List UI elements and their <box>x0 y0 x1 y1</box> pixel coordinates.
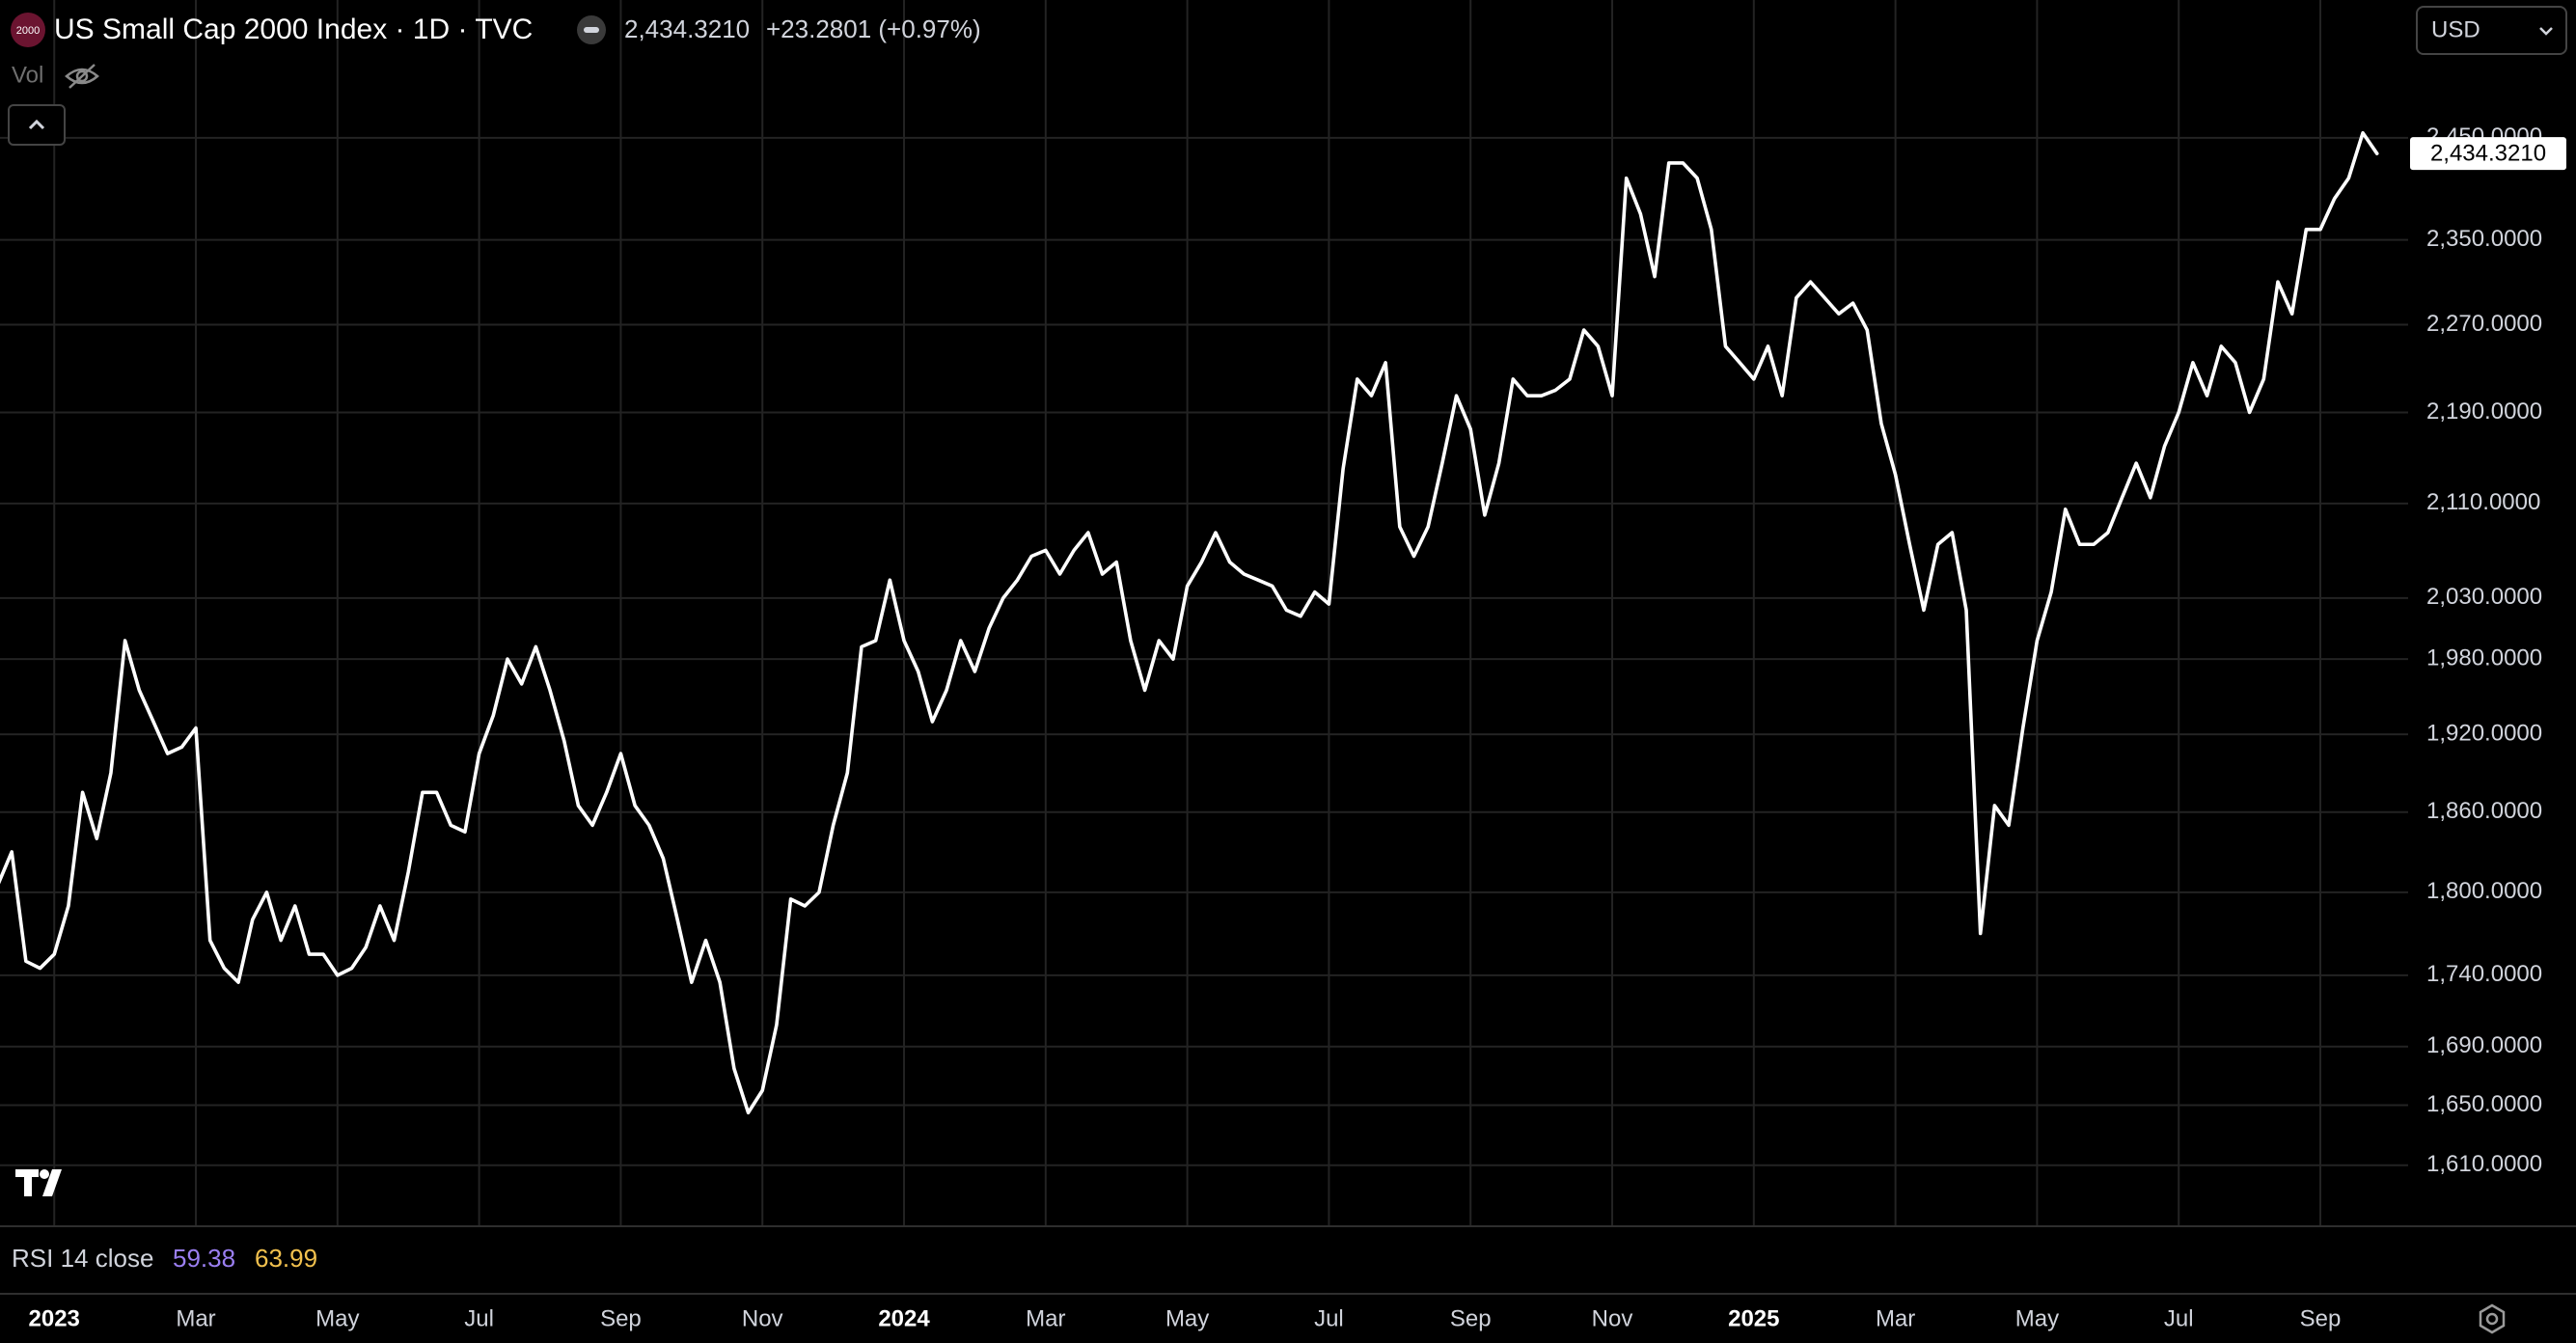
x-tick-label: Nov <box>1592 1305 1633 1331</box>
indicator-label[interactable]: RSI 14 close <box>12 1244 153 1273</box>
indicator-value: 63.99 <box>255 1244 317 1273</box>
x-tick-label: 2025 <box>1728 1305 1779 1331</box>
visibility-toggle[interactable] <box>65 64 99 89</box>
x-tick-label: Jul <box>2164 1305 2194 1331</box>
last-price-label: 2,434.3210 <box>2430 141 2546 167</box>
grid <box>0 0 2408 1225</box>
x-tick-label: Mar <box>1876 1305 1915 1331</box>
y-tick-label: 1,920.0000 <box>2426 721 2542 747</box>
header-price: 2,434.3210 <box>624 14 750 43</box>
x-tick-label: 2023 <box>29 1305 80 1331</box>
y-tick-label: 1,690.0000 <box>2426 1032 2542 1058</box>
y-tick-label: 1,980.0000 <box>2426 644 2542 671</box>
y-tick-label: 1,650.0000 <box>2426 1091 2542 1117</box>
y-tick-label: 2,190.0000 <box>2426 398 2542 425</box>
market-status-icon <box>584 27 599 33</box>
x-tick-label: Jul <box>1314 1305 1344 1331</box>
symbol-title[interactable]: US Small Cap 2000 Index · 1D · TVC <box>54 14 533 45</box>
header-change: +23.2801 (+0.97%) <box>766 14 981 43</box>
x-tick-label: Sep <box>1450 1305 1492 1331</box>
currency-chevron <box>2539 27 2553 36</box>
price-line <box>0 130 2379 1115</box>
x-tick-label: Nov <box>742 1305 783 1331</box>
axes: 1,610.0000 1,650.0000 1,690.0000 1,740.0000… <box>29 123 2566 1331</box>
volume-label[interactable]: Vol <box>12 62 43 88</box>
x-tick-label: May <box>2015 1305 2059 1331</box>
last-price-tag <box>2410 137 2566 171</box>
indicator-value: 59.38 <box>173 1244 235 1273</box>
collapse-button[interactable] <box>8 104 66 146</box>
y-tick-label: 1,800.0000 <box>2426 878 2542 904</box>
y-tick-label: 2,350.0000 <box>2426 226 2542 252</box>
symbol-badge-text: 2000 <box>16 25 40 37</box>
symbol-badge <box>11 13 45 47</box>
x-tick-label: 2024 <box>878 1305 930 1331</box>
logo[interactable] <box>15 1169 62 1196</box>
settings-button[interactable] <box>2479 1303 2506 1334</box>
x-tick-label: May <box>315 1305 359 1331</box>
x-tick-label: Sep <box>600 1305 642 1331</box>
x-tick-label: Jul <box>464 1305 494 1331</box>
x-tick-label: May <box>1165 1305 1209 1331</box>
indicator-legend: RSI 14 close 59.38 63.99 <box>12 1244 317 1273</box>
x-tick-label: Sep <box>2300 1305 2342 1331</box>
plot-area <box>0 130 2379 1115</box>
y-tick-label: 1,860.0000 <box>2426 798 2542 824</box>
currency-select[interactable] <box>2416 6 2567 55</box>
y-tick-label: 2,030.0000 <box>2426 584 2542 610</box>
y-tick-label: 1,610.0000 <box>2426 1151 2542 1177</box>
x-tick-label: Mar <box>1026 1305 1065 1331</box>
currency-label: USD <box>2431 16 2480 42</box>
y-tick-label: 2,110.0000 <box>2426 489 2540 515</box>
x-tick-label: Mar <box>176 1305 215 1331</box>
header: 2000 US Small Cap 2000 Index · 1D · TVC … <box>8 6 2567 146</box>
y-tick-label: 2,270.0000 <box>2426 311 2542 337</box>
collapse-icon <box>28 119 45 130</box>
y-tick-label: 1,740.0000 <box>2426 961 2542 987</box>
